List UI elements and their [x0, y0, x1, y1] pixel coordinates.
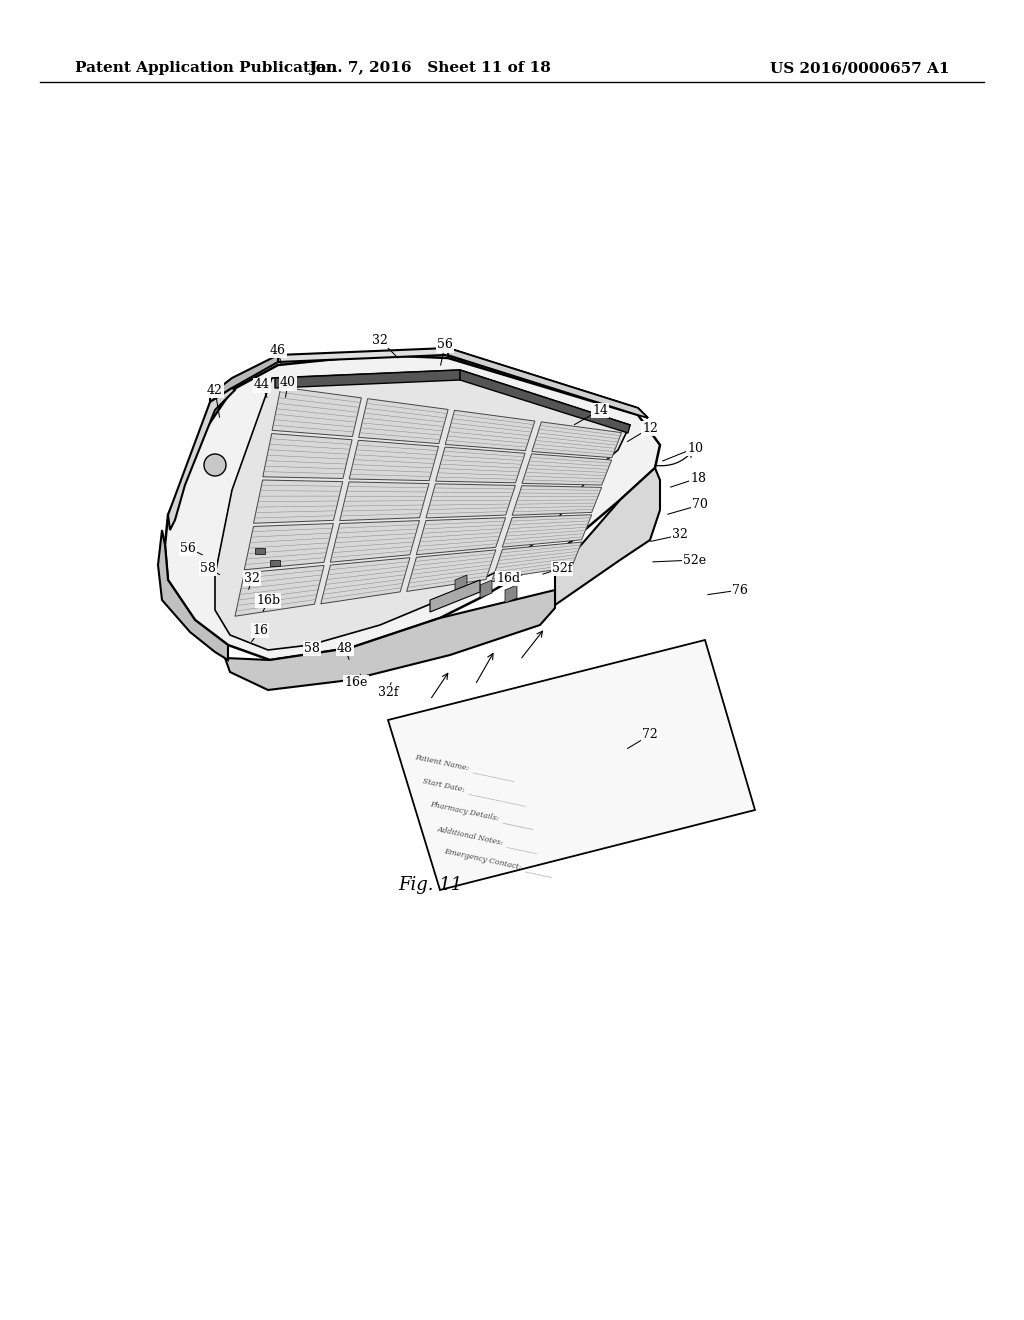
Polygon shape	[321, 557, 410, 603]
Text: 32f: 32f	[378, 685, 398, 698]
Polygon shape	[505, 585, 517, 603]
Text: 32: 32	[672, 528, 688, 541]
Polygon shape	[522, 454, 611, 484]
Polygon shape	[272, 387, 361, 437]
Text: 56: 56	[180, 541, 196, 554]
Text: Additional Notes:  ________: Additional Notes: ________	[436, 824, 539, 854]
Text: Patent Application Publication: Patent Application Publication	[75, 61, 337, 75]
Polygon shape	[254, 480, 343, 523]
Text: 42: 42	[207, 384, 223, 396]
Polygon shape	[263, 433, 352, 478]
Text: 32: 32	[244, 572, 260, 585]
Text: 16b: 16b	[256, 594, 280, 606]
Text: 16e: 16e	[344, 676, 368, 689]
Text: 72: 72	[642, 729, 657, 742]
Text: 16d: 16d	[496, 572, 520, 585]
Polygon shape	[426, 484, 515, 517]
Text: 18: 18	[690, 471, 706, 484]
Text: 32: 32	[372, 334, 388, 346]
Polygon shape	[417, 517, 506, 554]
Text: 40: 40	[280, 376, 296, 389]
Polygon shape	[460, 370, 630, 433]
Polygon shape	[215, 370, 630, 649]
Polygon shape	[503, 515, 592, 548]
Polygon shape	[234, 565, 324, 616]
Polygon shape	[278, 348, 648, 418]
Polygon shape	[275, 370, 460, 388]
Text: 12: 12	[642, 421, 658, 434]
Polygon shape	[358, 399, 449, 444]
Polygon shape	[449, 348, 648, 418]
Text: Patient Name:  ___________: Patient Name: ___________	[415, 752, 516, 781]
Polygon shape	[349, 441, 438, 480]
Text: Jan. 7, 2016   Sheet 11 of 18: Jan. 7, 2016 Sheet 11 of 18	[309, 61, 551, 75]
Polygon shape	[435, 447, 525, 483]
Text: 44: 44	[254, 379, 270, 392]
Polygon shape	[455, 576, 467, 593]
Polygon shape	[512, 486, 602, 515]
Polygon shape	[168, 388, 234, 531]
Text: 56: 56	[437, 338, 453, 351]
Text: US 2016/0000657 A1: US 2016/0000657 A1	[770, 61, 950, 75]
Bar	[255, 548, 265, 554]
Text: Fig. 11: Fig. 11	[398, 876, 462, 894]
Text: 46: 46	[270, 343, 286, 356]
Polygon shape	[445, 411, 535, 450]
Polygon shape	[480, 579, 492, 598]
Text: 70: 70	[692, 499, 708, 511]
Polygon shape	[493, 543, 582, 579]
Text: 76: 76	[732, 583, 748, 597]
Polygon shape	[340, 482, 429, 520]
Polygon shape	[158, 531, 228, 660]
Text: 10: 10	[687, 441, 703, 454]
Polygon shape	[555, 469, 660, 605]
Text: Emergency Contact:  _______: Emergency Contact: _______	[443, 847, 554, 878]
Text: 52e: 52e	[683, 553, 707, 566]
Bar	[270, 560, 280, 566]
Polygon shape	[430, 579, 480, 612]
Polygon shape	[245, 524, 334, 570]
Text: Start Date:  _______________: Start Date: _______________	[422, 776, 526, 807]
Polygon shape	[407, 550, 496, 591]
Polygon shape	[225, 590, 555, 690]
Text: 58: 58	[200, 561, 216, 574]
Polygon shape	[388, 640, 755, 890]
Text: 16: 16	[252, 623, 268, 636]
Polygon shape	[531, 422, 622, 458]
Polygon shape	[331, 520, 420, 562]
Text: 48: 48	[337, 642, 353, 655]
Text: Pharmacy Details:  ________: Pharmacy Details: ________	[429, 800, 535, 830]
Text: 14: 14	[592, 404, 608, 417]
Polygon shape	[210, 355, 278, 403]
Circle shape	[204, 454, 226, 477]
Text: 52f: 52f	[552, 561, 572, 574]
Text: 58: 58	[304, 642, 319, 655]
Polygon shape	[165, 355, 660, 660]
